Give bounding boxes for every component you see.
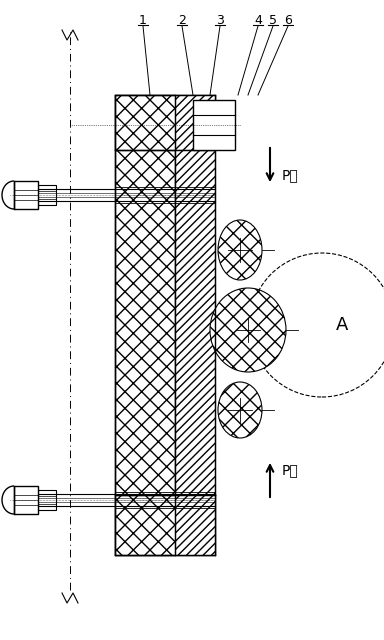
Text: 3: 3 xyxy=(216,13,224,26)
Ellipse shape xyxy=(210,288,286,372)
Polygon shape xyxy=(175,150,215,495)
Text: P上: P上 xyxy=(282,168,299,182)
Ellipse shape xyxy=(218,220,262,280)
Text: 5: 5 xyxy=(269,13,277,26)
Polygon shape xyxy=(175,495,215,555)
Polygon shape xyxy=(115,95,215,150)
Polygon shape xyxy=(175,95,215,150)
Text: 1: 1 xyxy=(139,13,147,26)
Text: A: A xyxy=(336,316,348,334)
Ellipse shape xyxy=(218,382,262,438)
Polygon shape xyxy=(38,185,56,205)
Polygon shape xyxy=(115,95,175,555)
Text: 6: 6 xyxy=(284,13,292,26)
Text: 4: 4 xyxy=(254,13,262,26)
Polygon shape xyxy=(193,100,235,150)
Polygon shape xyxy=(14,486,38,514)
Polygon shape xyxy=(14,181,38,209)
Text: P下: P下 xyxy=(282,463,299,477)
Polygon shape xyxy=(115,495,215,555)
Polygon shape xyxy=(38,490,56,510)
Text: 2: 2 xyxy=(178,13,186,26)
